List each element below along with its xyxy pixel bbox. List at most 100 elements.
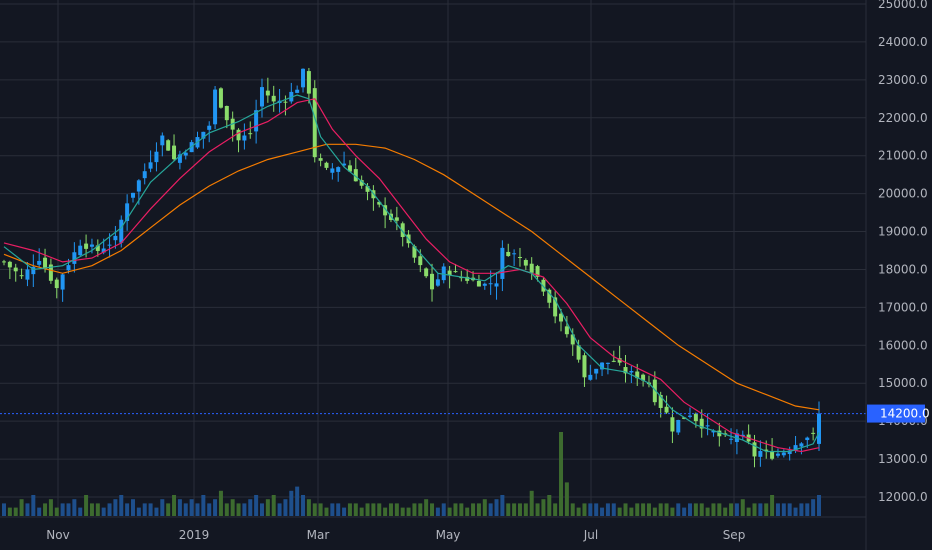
candle-body (283, 101, 288, 103)
volume-bar (541, 499, 546, 516)
volume-bar (717, 503, 722, 516)
candle-body (559, 313, 564, 322)
candle-body (37, 260, 42, 265)
volume-bar (336, 503, 341, 516)
time-tick-label: 2019 (179, 528, 210, 542)
volume-bar (406, 507, 411, 516)
candle-body (377, 201, 382, 205)
candle-body (711, 430, 716, 433)
volume-bar (582, 503, 587, 516)
candle-body (476, 280, 481, 287)
candle-body (78, 245, 83, 256)
volume-bar (295, 486, 300, 516)
candle-body (635, 371, 640, 379)
volume-bar (84, 495, 89, 516)
volume-bar (781, 503, 786, 516)
volume-bar (641, 503, 646, 516)
candle-body (295, 89, 300, 93)
volume-bar (734, 503, 739, 516)
volume-bar (154, 507, 159, 516)
volume-bar (652, 507, 657, 516)
candle-body (60, 274, 65, 290)
volume-bar (453, 503, 458, 516)
volume-bar (471, 503, 476, 516)
candle-body (353, 169, 358, 182)
time-tick-label: May (436, 528, 461, 542)
candle-body (2, 261, 6, 263)
volume-bar (230, 499, 235, 516)
candle-body (494, 283, 499, 287)
volume-bar (236, 503, 241, 516)
volume-bar (476, 503, 481, 516)
candle-body (312, 88, 317, 158)
volume-bar (248, 499, 253, 516)
candle-body (224, 105, 229, 121)
candle-body (125, 203, 130, 221)
volume-bar (78, 507, 83, 516)
candle-body (113, 235, 118, 241)
volume-bar (588, 503, 593, 516)
candle-body (13, 267, 18, 272)
candle-body (787, 450, 792, 455)
volume-bar (787, 503, 792, 516)
candle-body (805, 437, 810, 441)
volume-bar (54, 507, 59, 516)
candle-body (25, 269, 30, 280)
volume-bar (658, 503, 663, 516)
volume-bar (60, 503, 65, 516)
candle-body (664, 406, 669, 413)
candle-body (641, 374, 646, 381)
price-tick-label: 13000.0 (878, 452, 928, 466)
volume-bar (242, 503, 247, 516)
candle-body (699, 418, 704, 429)
candle-body (482, 283, 487, 286)
candle-body (582, 355, 587, 378)
moving-averages (3, 94, 820, 453)
volume-bar (66, 503, 71, 516)
candle-body (775, 453, 780, 456)
volume-bar (793, 507, 798, 516)
time-axis[interactable]: Nov 2019 Mar May Jul Sep (46, 528, 745, 542)
candle-body (213, 89, 218, 125)
volume-bar (664, 503, 669, 516)
volume-bar (770, 495, 775, 516)
candle-body (7, 261, 12, 268)
volume-bar (512, 503, 517, 516)
candle-body (394, 217, 399, 221)
volume-bar (31, 495, 36, 516)
candle-body (242, 135, 247, 141)
volume-bar (213, 499, 218, 516)
volume-bar (201, 495, 206, 516)
volume-bar (130, 499, 135, 516)
volume-bar (359, 507, 364, 516)
volume-bar (365, 503, 370, 516)
candle-body (72, 252, 77, 264)
volume-bar (559, 432, 564, 516)
volume-bar (482, 499, 487, 516)
volume-bar (600, 507, 605, 516)
price-axis[interactable]: 12000.013000.014000.015000.016000.017000… (878, 0, 928, 504)
candle-body (154, 151, 159, 163)
candle-body (676, 419, 681, 433)
candle-body (576, 345, 581, 360)
volume-bar (195, 503, 200, 516)
volume-bar (605, 503, 610, 516)
candle-body (95, 245, 100, 251)
candle-body (781, 452, 786, 456)
volume-bar (148, 503, 153, 516)
volume-bar (740, 499, 745, 516)
candle-body (19, 275, 24, 277)
candle-body (811, 432, 816, 434)
volume-bar (535, 503, 540, 516)
volume-bar (799, 503, 804, 516)
volume-bar (306, 499, 311, 516)
time-tick-label: Sep (723, 528, 746, 542)
candles (2, 67, 821, 468)
candle-body (142, 171, 147, 179)
volume-bar (160, 499, 165, 516)
candle-body (324, 162, 329, 168)
volume-bars (2, 432, 821, 516)
candle-body (799, 443, 804, 447)
candle-body (523, 260, 528, 266)
